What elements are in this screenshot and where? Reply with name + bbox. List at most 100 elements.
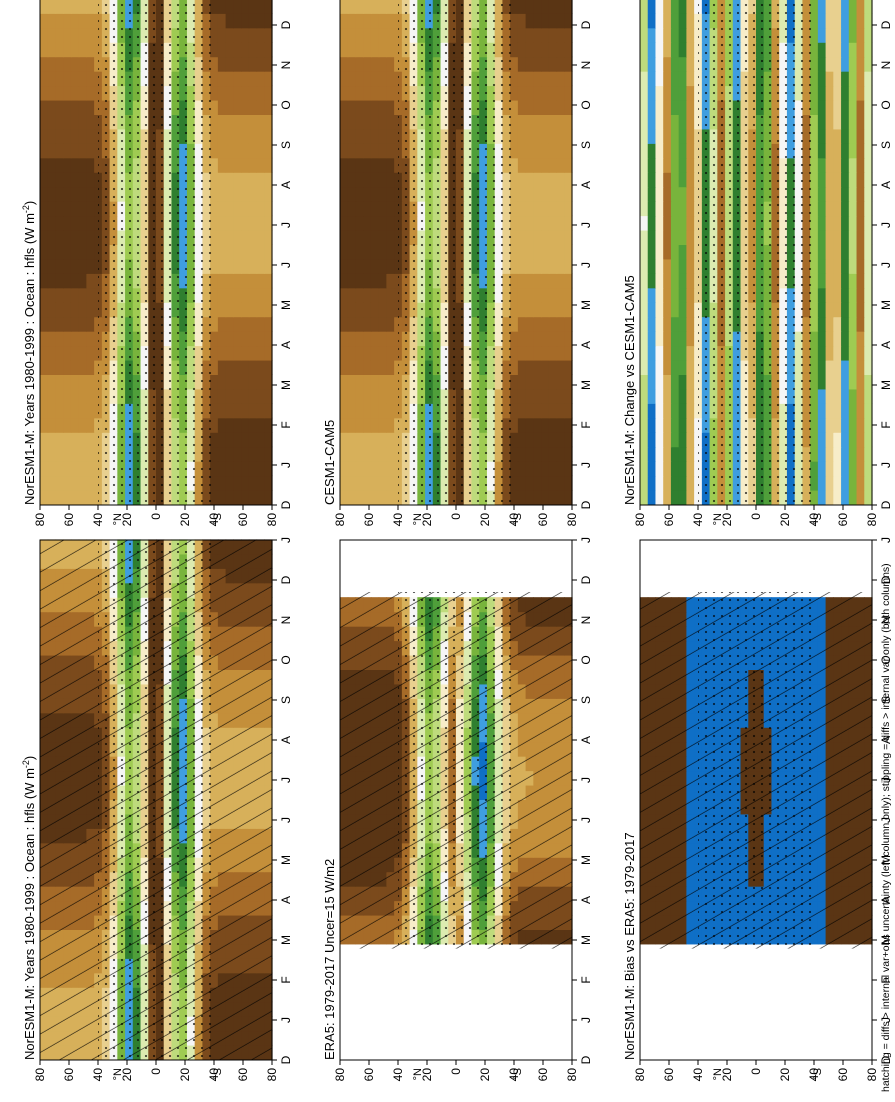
heat-cell — [370, 215, 380, 231]
heat-cell — [256, 215, 265, 231]
heat-cell — [347, 128, 357, 144]
heat-cell — [548, 331, 558, 347]
heat-cell — [340, 143, 349, 159]
heat-cell — [363, 157, 372, 173]
heat-cell — [355, 215, 364, 231]
heat-cell — [55, 229, 64, 245]
heat-cell — [347, 186, 357, 202]
heat-cell — [40, 461, 49, 477]
heat-cell — [370, 403, 380, 419]
heat-cell — [548, 99, 558, 115]
heat-cell — [363, 186, 372, 202]
heat-cell — [533, 432, 542, 448]
heat-cell — [347, 345, 357, 361]
heat-cell — [370, 27, 380, 43]
heat-cell — [548, 388, 558, 404]
heat-cell — [370, 114, 380, 130]
heat-cell — [256, 287, 265, 303]
heat-cell — [525, 331, 534, 347]
heat-cell — [248, 403, 258, 419]
heat-cell — [378, 302, 387, 318]
heat-cell — [63, 172, 72, 188]
heat-cell — [233, 432, 242, 448]
heat-cell — [47, 331, 57, 347]
heat-cell — [217, 359, 227, 375]
heat-cell — [217, 128, 227, 144]
heat-cell — [340, 302, 349, 318]
heat-cell — [78, 331, 87, 347]
heat-cell — [370, 359, 380, 375]
plot-area — [339, 539, 573, 1061]
heat-cell — [40, 42, 49, 58]
lat-label: 60 — [62, 513, 76, 527]
heat-cell — [47, 143, 57, 159]
heat-cell — [233, 99, 242, 115]
heat-cell — [370, 56, 380, 72]
heat-cell — [525, 287, 534, 303]
heat-cell — [233, 56, 242, 72]
heat-cell — [378, 388, 387, 404]
month-label: J — [279, 537, 293, 543]
heat-cell — [355, 13, 364, 29]
heat-cell — [533, 258, 542, 274]
heat-cell — [517, 374, 527, 390]
heat-cell — [378, 489, 387, 505]
heat-cell — [541, 432, 550, 448]
panel-title: NorESM1-M: Years 1980-1999 : Ocean : hfl… — [21, 201, 37, 505]
heat-cell — [256, 475, 265, 491]
heat-cell — [264, 374, 273, 390]
heat-cell — [378, 42, 387, 58]
heat-cell — [386, 359, 395, 375]
heat-cell — [525, 461, 534, 477]
heat-cell — [55, 417, 64, 433]
heat-cell — [47, 114, 57, 130]
heat-cell — [386, 331, 395, 347]
heat-cell — [378, 114, 387, 130]
heat-cell — [370, 374, 380, 390]
heat-cell — [525, 302, 534, 318]
heat-cell — [40, 85, 49, 101]
heat-cell — [340, 128, 349, 144]
heat-cell — [78, 215, 87, 231]
heat-cell — [370, 273, 380, 289]
month-label: N — [579, 61, 593, 70]
heat-cell — [47, 56, 57, 72]
heat-cell — [347, 157, 357, 173]
heat-cell — [525, 475, 534, 491]
heat-cell — [86, 287, 95, 303]
lat-label: 40 — [91, 513, 105, 527]
heat-cell — [556, 229, 565, 245]
heat-cell — [564, 345, 573, 361]
heat-cell — [217, 417, 227, 433]
month-label: M — [279, 380, 293, 390]
heat-cell — [541, 71, 550, 87]
heat-cell — [55, 85, 64, 101]
heat-cell — [355, 475, 364, 491]
heat-cell — [86, 42, 95, 58]
heat-cell — [533, 244, 542, 260]
heat-cell — [541, 229, 550, 245]
heat-cell — [225, 128, 234, 144]
heat-cell — [217, 461, 227, 477]
heat-cell — [556, 71, 565, 87]
heat-cell — [256, 172, 265, 188]
heat-cell — [517, 143, 527, 159]
heat-cell — [548, 287, 558, 303]
heat-cell — [525, 345, 534, 361]
heat-cell — [256, 201, 265, 217]
heat-cell — [340, 374, 349, 390]
heat-cell — [70, 403, 80, 419]
heat-cell — [256, 432, 265, 448]
heat-cell — [541, 475, 550, 491]
heat-cell — [370, 244, 380, 260]
heat-cell — [86, 258, 95, 274]
heat-cell — [347, 201, 357, 217]
heat-cell — [517, 13, 527, 29]
heat-cell — [548, 143, 558, 159]
heat-cell — [564, 27, 573, 43]
heat-cell — [525, 244, 534, 260]
heat-cell — [548, 302, 558, 318]
month-label: J — [279, 262, 293, 268]
heat-cell — [340, 56, 349, 72]
heat-cell — [78, 374, 87, 390]
